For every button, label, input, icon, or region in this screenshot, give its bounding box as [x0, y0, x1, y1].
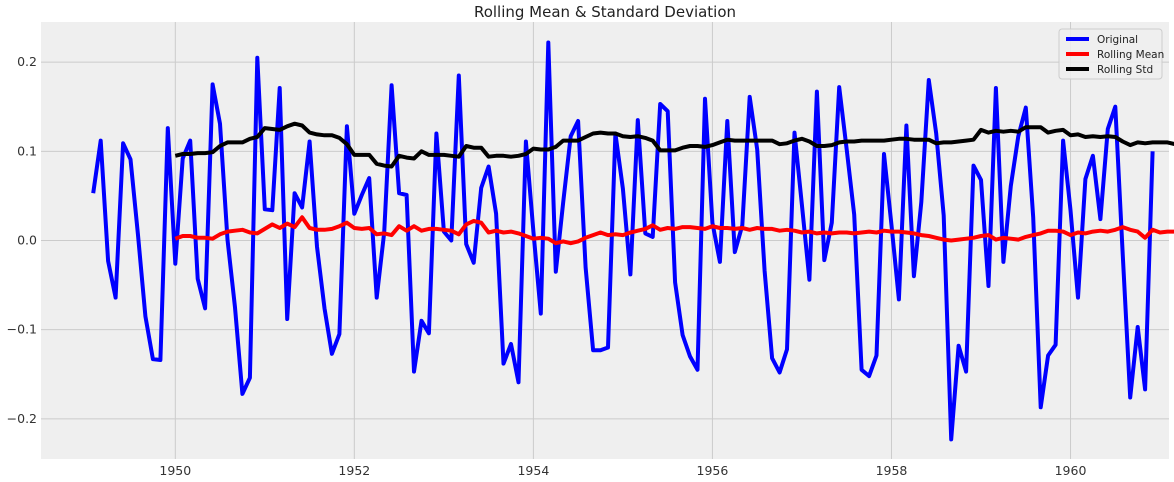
y-tick-label: −0.2: [7, 411, 37, 426]
x-tick-label: 1956: [697, 463, 729, 478]
chart-title: Rolling Mean & Standard Deviation: [474, 3, 736, 21]
y-tick-label: 0.2: [17, 54, 37, 69]
x-tick-label: 1958: [876, 463, 908, 478]
x-tick-label: 1954: [517, 463, 549, 478]
legend-label-rolling-std: Rolling Std: [1097, 64, 1153, 76]
series-layer: [91, 40, 1174, 442]
x-tick-label: 1952: [338, 463, 370, 478]
series-line-rolling-mean: [174, 215, 1174, 246]
series-line-rolling-std: [174, 121, 1174, 169]
x-axis-ticks: 1950 1952 1954 1956 1958 1960: [159, 463, 1086, 478]
legend-label-rolling-mean: Rolling Mean: [1097, 49, 1164, 61]
legend: Original Rolling Mean Rolling Std: [1058, 28, 1164, 80]
legend-box: [1058, 28, 1163, 80]
y-axis-ticks: −0.2 −0.1 0.0 0.1 0.2: [7, 54, 37, 426]
y-tick-label: −0.1: [7, 322, 37, 337]
series-line-original: [91, 40, 1155, 442]
x-tick-label: 1950: [159, 463, 191, 478]
y-tick-label: 0.1: [17, 143, 37, 158]
x-tick-label: 1960: [1055, 463, 1087, 478]
y-tick-label: 0.0: [17, 233, 37, 248]
legend-label-original: Original: [1097, 34, 1138, 46]
